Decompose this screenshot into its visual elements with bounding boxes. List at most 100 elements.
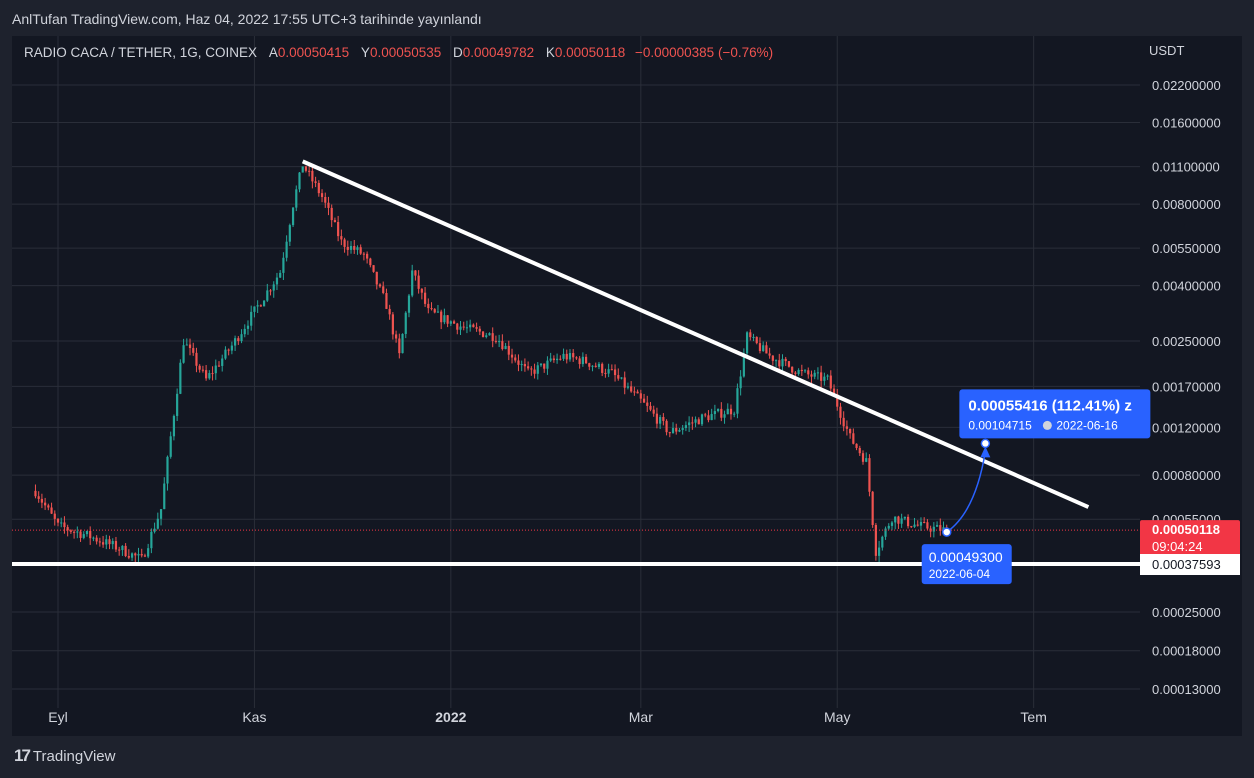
candle-body xyxy=(839,406,842,418)
candle-body xyxy=(874,524,877,556)
candle-body xyxy=(111,541,114,545)
candle-body xyxy=(446,315,449,324)
price-tick-label: 0.00800000 xyxy=(1152,197,1221,212)
candle-body xyxy=(704,414,707,416)
candle-body xyxy=(906,516,910,527)
candle-body xyxy=(762,345,765,352)
price-axis: 0.02200000 0.01600000 0.01100000 0.00800000… xyxy=(1152,78,1221,697)
candle-body xyxy=(591,365,594,367)
projection-sub-date: 2022-06-16 xyxy=(1056,418,1118,432)
time-tick-label: Mar xyxy=(629,709,653,725)
candle-body xyxy=(897,516,900,524)
price-tick-label: 0.01100000 xyxy=(1152,160,1220,175)
candle-body xyxy=(346,246,349,250)
candle-body xyxy=(369,258,372,266)
candle-body xyxy=(420,288,423,293)
tradingview-logo[interactable]: 17 TradingView xyxy=(14,746,115,766)
price-tick-label: 0.01600000 xyxy=(1152,115,1221,130)
candle-body xyxy=(60,522,63,524)
candle-body xyxy=(253,306,256,312)
candle-body xyxy=(118,549,121,551)
projection-curve xyxy=(946,451,987,533)
candle-body xyxy=(774,360,778,362)
candle-body xyxy=(562,353,565,359)
candle-body xyxy=(717,408,720,412)
candle-body xyxy=(279,272,282,278)
candle-body xyxy=(488,333,491,336)
candle-body xyxy=(214,365,217,374)
candles xyxy=(34,164,948,563)
candle-body xyxy=(382,286,385,294)
candle-body xyxy=(478,328,481,332)
candle-body xyxy=(172,415,176,437)
candle-body xyxy=(623,377,626,388)
projection-target-text: 0.00055416 (112.41%) z xyxy=(968,397,1131,414)
candle-body xyxy=(391,314,394,335)
candle-body xyxy=(291,207,295,226)
candle-body xyxy=(501,341,504,350)
high-key: Y xyxy=(360,45,370,60)
projection-arrow-icon xyxy=(980,446,991,458)
candle-body xyxy=(771,355,774,361)
candle-body xyxy=(791,366,794,373)
candle-body xyxy=(324,196,327,203)
candle-body xyxy=(127,556,130,558)
price-tick-label: 0.00120000 xyxy=(1152,420,1221,435)
candle-body xyxy=(668,432,671,434)
candle-body xyxy=(275,277,279,285)
candle-body xyxy=(314,181,317,183)
candle-body xyxy=(729,408,733,415)
candle-body xyxy=(44,502,47,506)
candle-body xyxy=(359,247,362,254)
time-tick-label: Kas xyxy=(242,709,266,725)
candle-body xyxy=(520,364,523,366)
candle-body xyxy=(655,413,659,424)
candle-body xyxy=(124,545,127,557)
price-tick-label: 0.00170000 xyxy=(1152,379,1221,394)
brand-text: TradingView xyxy=(32,747,116,765)
candle-body xyxy=(89,530,92,539)
candle-body xyxy=(417,275,420,289)
candle-body xyxy=(659,417,662,424)
candle-body xyxy=(440,311,443,323)
candle-body xyxy=(395,334,398,339)
candle-body xyxy=(481,331,485,337)
candle-body xyxy=(678,430,681,432)
candle-body xyxy=(671,428,675,434)
candle-body xyxy=(720,408,723,418)
candle-body xyxy=(556,358,559,361)
candle-body xyxy=(221,358,224,366)
candle-body xyxy=(66,527,69,531)
candle-body xyxy=(69,530,72,532)
candle-body xyxy=(700,414,704,425)
projection-base-box xyxy=(921,544,1012,585)
candle-body xyxy=(366,253,369,259)
tv-logo-icon: 17 xyxy=(14,746,31,765)
candle-body xyxy=(333,220,337,223)
candle-body xyxy=(295,189,298,208)
candle-body xyxy=(327,202,330,208)
candle-body xyxy=(707,415,710,421)
candle-body xyxy=(85,530,89,535)
candle-body xyxy=(153,528,156,532)
time-axis: Eyl Kas 2022 Mar May Tem xyxy=(48,709,1047,725)
candle-body xyxy=(784,358,787,362)
candle-body xyxy=(916,524,919,526)
candle-body xyxy=(208,373,211,379)
candle-body xyxy=(462,326,465,328)
candle-body xyxy=(201,369,204,371)
candle-body xyxy=(79,531,82,538)
candle-body xyxy=(401,333,404,354)
candle-body xyxy=(797,369,800,374)
candle-body xyxy=(787,361,791,367)
candle-body xyxy=(452,321,456,324)
resistance-trendline xyxy=(301,159,1090,509)
candle-body xyxy=(781,358,784,367)
candle-body xyxy=(881,536,884,548)
candle-body xyxy=(298,172,301,190)
candle-body xyxy=(646,402,649,406)
candle-body xyxy=(311,170,314,182)
price-tick-label: 0.00080000 xyxy=(1152,468,1221,483)
candle-body xyxy=(349,246,353,250)
